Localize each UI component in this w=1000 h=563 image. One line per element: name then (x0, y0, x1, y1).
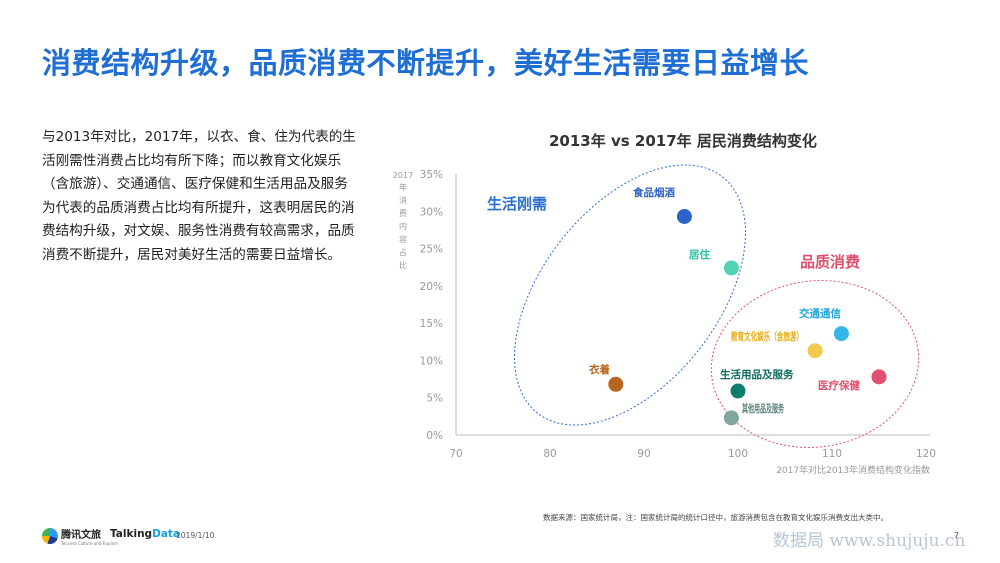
point-labels: 食品烟酒 居住 衣着 交通通信 教育文化娱乐（含旅游） 医疗保健 生活用品及服务… (589, 186, 860, 415)
y-tick-label: 10% (420, 355, 443, 367)
watermark: 数据局 www.shujuju.cn (773, 531, 966, 551)
tencent-logo-text: 腾讯文旅 (61, 530, 101, 541)
data-point (807, 343, 823, 359)
y-tick-label: 5% (426, 393, 443, 405)
y-tick-label: 30% (420, 206, 443, 218)
x-tick-label: 70 (449, 448, 462, 460)
tencent-logo-icon (42, 528, 58, 544)
footer-date: 2019/1/10 (176, 531, 215, 540)
group-label-daily-needs: 生活刚需 (487, 195, 547, 213)
point-label-education: 教育文化娱乐（含旅游） (730, 330, 803, 343)
x-tick-labels: 70 80 90 100 110 120 (449, 448, 936, 460)
data-point (833, 326, 849, 342)
point-label-housing: 居住 (689, 248, 710, 261)
y-tick-label: 20% (420, 281, 443, 293)
point-label-food: 食品烟酒 (632, 186, 675, 199)
y-tick-labels: 0% 5% 10% 15% 20% 25% 30% 35% (420, 169, 443, 442)
body-paragraph: 与2013年对比，2017年，以衣、食、住为代表的生活刚需性消费占比均有所下降；… (42, 129, 356, 263)
point-label-daily-goods: 生活用品及服务 (720, 368, 794, 381)
data-points (608, 209, 887, 426)
data-point (871, 369, 887, 385)
point-label-clothing: 衣着 (589, 363, 610, 376)
data-point (723, 410, 739, 426)
page-title: 消费结构升级，品质消费不断提升，美好生活需要日益增长 (42, 46, 810, 80)
data-point (608, 376, 624, 392)
x-tick-label: 80 (543, 448, 556, 460)
y-tick-label: 35% (420, 169, 443, 181)
x-tick-label: 110 (822, 448, 842, 460)
talkingdata-logo-b: Data (152, 528, 180, 540)
y-axis-label: 年消费内容占比 (399, 182, 407, 270)
data-source-note: 数据来源：国家统计局，注：国家统计局的统计口径中，旅游消费包含在教育文化娱乐消费… (543, 513, 888, 522)
point-label-other: 其他用品及服务 (742, 402, 784, 415)
point-label-medical: 医疗保健 (818, 379, 860, 392)
y-tick-label: 15% (420, 318, 443, 330)
talkingdata-logo-a: Talking (110, 528, 153, 540)
y-axis-label-year: 2017 (393, 171, 413, 180)
group-ellipse-quality (710, 280, 920, 448)
data-point (730, 383, 746, 399)
x-axis-label: 2017年对比2013年消费结构变化指数 (776, 464, 930, 476)
axes (455, 174, 930, 436)
data-point (723, 260, 739, 276)
y-tick-label: 25% (420, 244, 443, 256)
tencent-logo-subtext: Tencent Culture and Tourism (61, 541, 118, 546)
talkingdata-logo: TalkingData (110, 528, 180, 540)
x-tick-label: 90 (637, 448, 650, 460)
group-ellipses (514, 164, 920, 448)
chart-title: 2013年 vs 2017年 居民消费结构变化 (549, 132, 817, 150)
y-tick-label: 0% (426, 430, 443, 442)
x-tick-label: 120 (916, 448, 936, 460)
group-ellipse-daily-needs (514, 164, 746, 426)
group-label-quality: 品质消费 (800, 253, 860, 271)
tencent-logo: 腾讯文旅 Tencent Culture and Tourism (42, 526, 118, 546)
point-label-transport: 交通通信 (799, 307, 841, 320)
page-number: 7 (954, 531, 960, 540)
data-point (676, 209, 692, 225)
x-tick-label: 100 (728, 448, 748, 460)
